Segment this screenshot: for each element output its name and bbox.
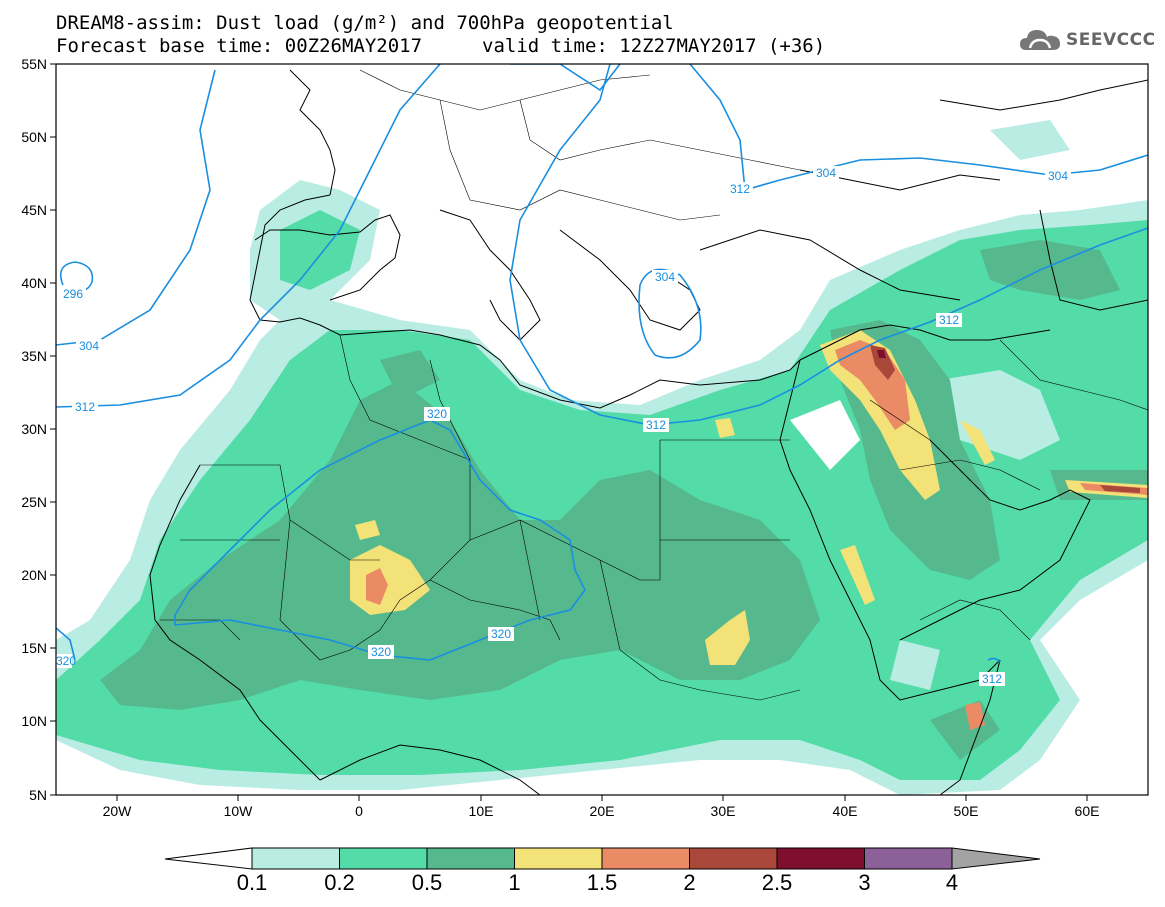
colorbar-label: 3 <box>858 870 871 895</box>
dust-level-1 <box>840 545 875 605</box>
map-plot-area: 296 304 304 304 312 312 312 312 312 320 … <box>56 64 1148 795</box>
dust-level-2.5 <box>877 350 886 358</box>
dust-level-0.1 <box>990 120 1070 160</box>
dust-level-1 <box>355 520 380 540</box>
contour-label: 296 <box>63 287 83 301</box>
logo-text: SEEVCCC <box>1066 30 1156 50</box>
contour-label: 312 <box>982 672 1002 686</box>
dust-level-0.5 <box>100 380 820 710</box>
contour-label: 304 <box>816 166 836 180</box>
colorbar-label: 1.5 <box>586 870 618 895</box>
contour-label: 312 <box>75 400 95 414</box>
lon-label: 30E <box>711 803 736 819</box>
colorbar-label: 0.5 <box>411 870 443 895</box>
contour-label: 304 <box>1048 169 1068 183</box>
forecast-base-time: Forecast base time: 00Z26MAY2017 <box>56 35 423 57</box>
dust-hole <box>790 400 860 470</box>
contour-label: 304 <box>655 270 675 284</box>
contour-label: 312 <box>730 182 750 196</box>
dust-level-2 <box>1100 485 1140 493</box>
seevccc-logo: SEEVCCC <box>1018 26 1156 54</box>
dust-level-1 <box>960 420 995 465</box>
colorbar <box>164 847 1041 870</box>
contour-label: 320 <box>491 627 511 641</box>
colorbar-label: 2.5 <box>761 870 793 895</box>
lat-label: 20N <box>21 567 47 583</box>
lon-label: 50E <box>954 803 979 819</box>
cloud-icon <box>1020 30 1060 50</box>
country-borders <box>160 69 1148 701</box>
dust-level-1.5 <box>366 568 388 605</box>
lat-label: 45N <box>21 202 47 218</box>
lon-label: 40E <box>833 803 858 819</box>
colorbar-label: 1 <box>508 870 521 895</box>
dust-level-0.5 <box>980 240 1120 300</box>
colorbar-segment <box>514 847 603 870</box>
lat-label: 50N <box>21 129 47 145</box>
lat-label: 40N <box>21 275 47 291</box>
colorbar-segment <box>601 847 690 870</box>
dust-level-0.5 <box>380 350 440 400</box>
dust-level-1 <box>715 418 735 438</box>
colorbar-segment <box>689 847 778 870</box>
colorbar-label: 4 <box>945 870 959 895</box>
lon-label: 10E <box>469 803 494 819</box>
colorbar-label: 2 <box>683 870 696 895</box>
lon-label: 0 <box>355 803 363 819</box>
contour-label: 312 <box>646 418 666 432</box>
dust-level-2 <box>870 345 895 380</box>
dust-level-1.5 <box>965 702 985 730</box>
lon-label: 20E <box>590 803 615 819</box>
lat-label: 25N <box>21 494 47 510</box>
colorbar-segment <box>251 847 340 870</box>
contour-label: 320 <box>371 645 391 659</box>
colorbar-segment <box>864 847 953 870</box>
map-title: DREAM8-assim: Dust load (g/m²) and 700hP… <box>56 12 674 34</box>
lat-label: 5N <box>29 787 47 803</box>
contour-label: 304 <box>79 339 99 353</box>
colorbar-arrow-high <box>951 847 1041 870</box>
lat-label: 35N <box>21 348 47 364</box>
valid-time: valid time: 12Z27MAY2017 (+36) <box>482 35 826 57</box>
lon-label: 20W <box>103 803 133 819</box>
colorbar-label: 0.2 <box>324 870 355 895</box>
lat-label: 55N <box>21 56 47 72</box>
colorbar-label: 0.1 <box>236 870 268 895</box>
contour-label: 312 <box>939 313 959 327</box>
contour-label: 320 <box>56 654 76 668</box>
longitude-axis <box>116 795 1088 801</box>
lon-label: 60E <box>1075 803 1100 819</box>
lat-label: 30N <box>21 421 47 437</box>
dust-level-1 <box>705 610 750 665</box>
latitude-axis <box>50 63 56 796</box>
colorbar-segment <box>776 847 865 870</box>
colorbar-segment <box>426 847 515 870</box>
lon-label: 10W <box>224 803 254 819</box>
geopotential-contours <box>56 64 1148 663</box>
contour-label: 320 <box>427 407 447 421</box>
colorbar-arrow-low <box>164 847 253 870</box>
lat-label: 10N <box>21 713 47 729</box>
dust-hole <box>890 640 940 690</box>
contour-label-group: 296 304 304 304 312 312 312 312 312 320 … <box>56 166 1071 686</box>
colorbar-segment <box>339 847 428 870</box>
lat-label: 15N <box>21 640 47 656</box>
